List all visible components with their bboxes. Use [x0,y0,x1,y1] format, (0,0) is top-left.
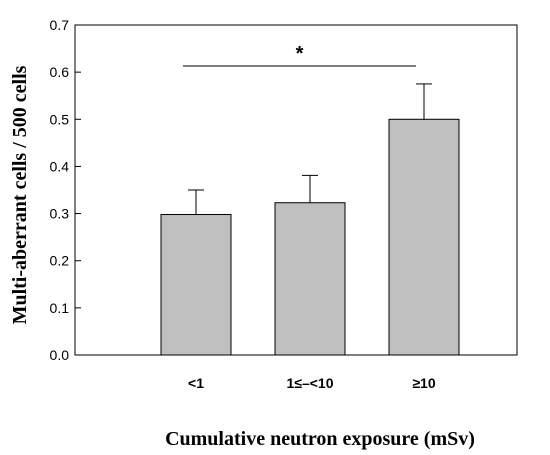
y-tick-label: 0.1 [50,300,70,316]
plot-frame [74,24,518,356]
significance-annotation: * [183,43,416,67]
x-tick-label: <1 [188,375,204,391]
significance-marker: * [296,43,304,65]
x-tick-label: 1≤–<10 [286,375,333,391]
bars [160,118,460,356]
bar [274,202,346,356]
y-tick-label: 0.5 [50,111,70,127]
x-axis-title: Cumulative neutron exposure (mSv) [165,428,475,450]
error-bars [188,83,432,215]
y-axis-ticks: 0.0 0.1 0.2 0.3 0.4 0.5 0.6 0.7 [50,17,81,363]
y-tick-label: 0.7 [50,17,70,33]
bar [160,214,232,356]
y-tick-label: 0.0 [50,347,70,363]
y-tick-label: 0.6 [50,64,70,80]
y-tick-label: 0.4 [50,158,70,174]
y-tick-label: 0.3 [50,206,70,222]
x-tick-label: ≥10 [412,375,435,391]
bar [388,118,460,356]
y-tick-label: 0.2 [50,253,70,269]
x-axis-tick-labels: <1 1≤–<10 ≥10 [188,375,436,391]
y-axis-title: Multi-aberrant cells / 500 cells [9,65,31,324]
